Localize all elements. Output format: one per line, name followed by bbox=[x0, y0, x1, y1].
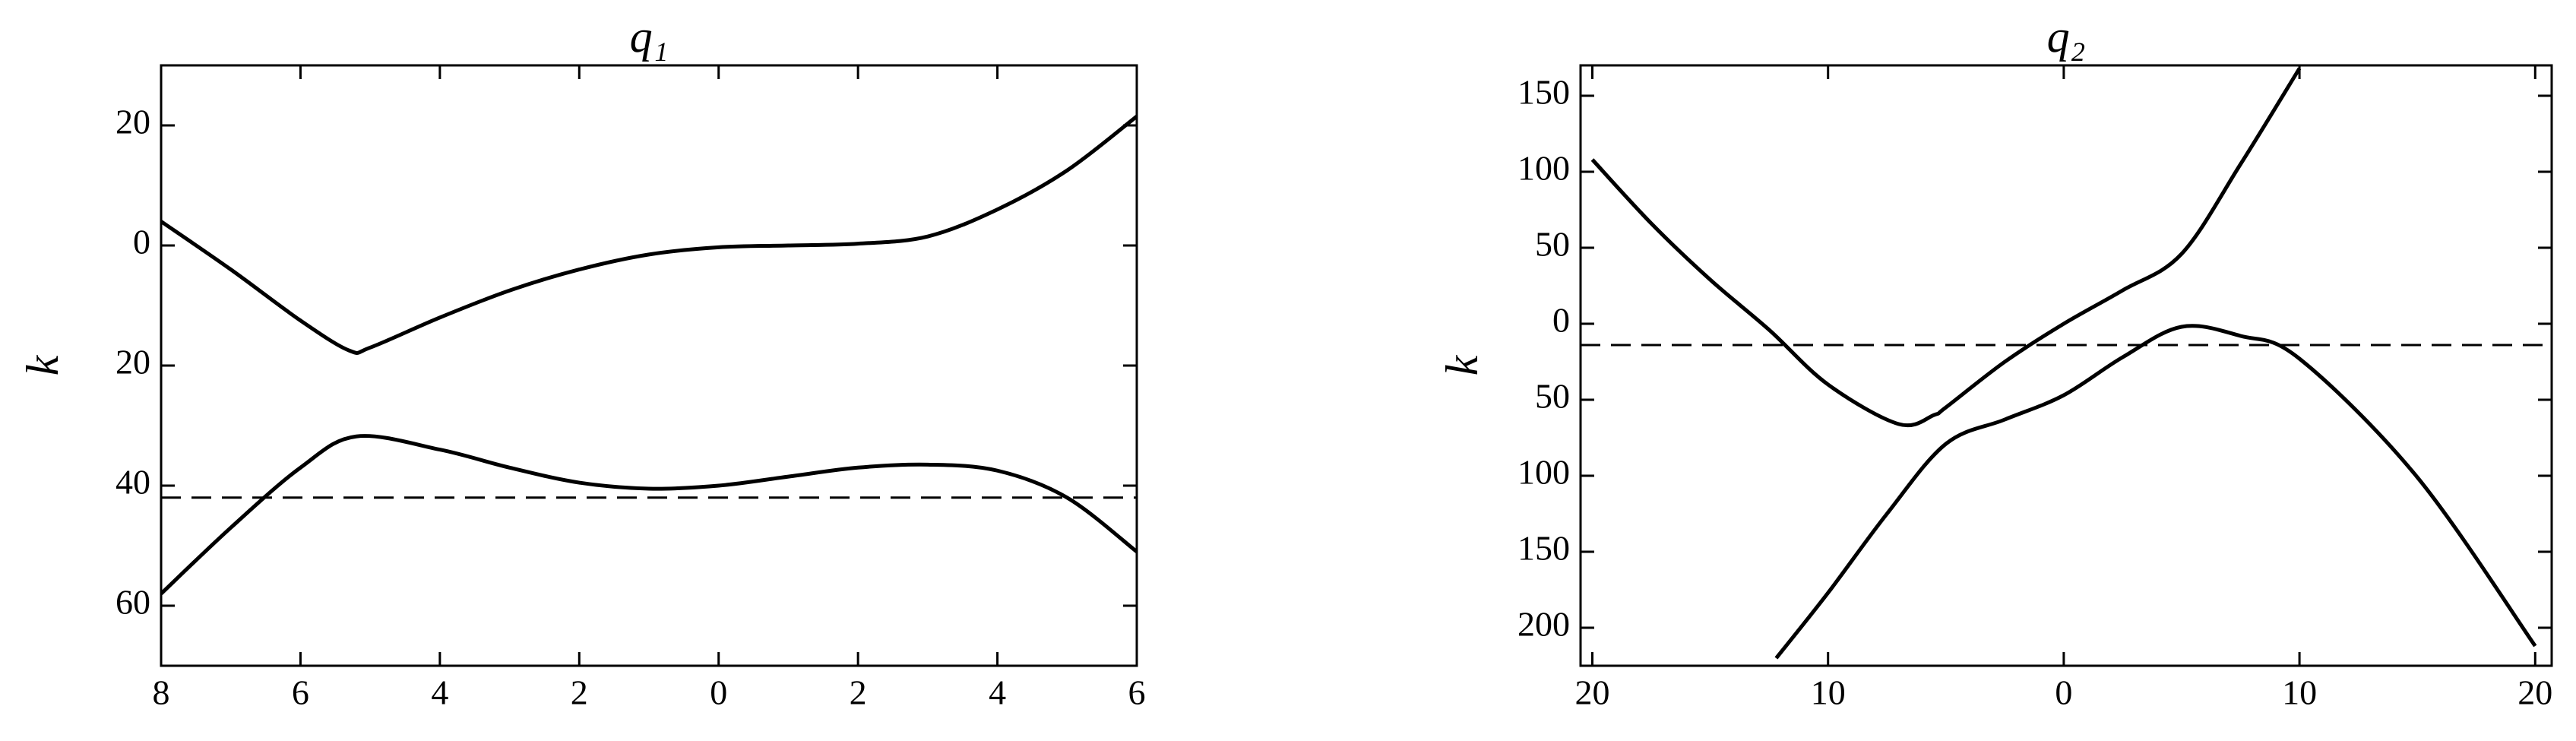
y-tick-label: 60 bbox=[116, 583, 150, 622]
x-tick-label: 2 bbox=[571, 673, 588, 712]
x-tick-label: 8 bbox=[153, 673, 170, 712]
y-axis-label: k bbox=[17, 354, 68, 375]
x-tick-label: 6 bbox=[292, 673, 309, 712]
x-tick-label: 20 bbox=[2517, 673, 2552, 712]
x-tick-label: 0 bbox=[710, 673, 727, 712]
x-tick-label: 20 bbox=[1575, 673, 1610, 712]
curve bbox=[161, 115, 1137, 355]
plot-frame bbox=[160, 64, 1138, 667]
x-tick-label: 10 bbox=[1811, 673, 1846, 712]
x-tick-label: 4 bbox=[989, 673, 1006, 712]
curve bbox=[1590, 67, 2302, 428]
curve bbox=[161, 434, 1137, 596]
x-tick-label: 2 bbox=[850, 673, 867, 712]
x-tick-label: 6 bbox=[1128, 673, 1146, 712]
y-tick-label: 100 bbox=[1517, 149, 1570, 188]
y-tick-label: 20 bbox=[116, 343, 150, 382]
y-tick-label: 50 bbox=[1535, 225, 1570, 264]
y-tick-label: 0 bbox=[1552, 301, 1570, 340]
y-tick-label: 40 bbox=[116, 463, 150, 502]
chart-title: q₂ bbox=[2047, 11, 2086, 62]
x-tick-label: 10 bbox=[2282, 673, 2317, 712]
y-tick-label: 20 bbox=[116, 103, 150, 141]
y-tick-label: 150 bbox=[1517, 73, 1570, 112]
x-tick-label: 4 bbox=[431, 673, 448, 712]
curve bbox=[1774, 324, 2537, 660]
y-tick-label: 50 bbox=[1535, 377, 1570, 416]
y-tick-label: 150 bbox=[1517, 529, 1570, 568]
y-tick-label: 0 bbox=[133, 223, 150, 261]
y-axis-label: k bbox=[1437, 354, 1487, 375]
plot-frame bbox=[1579, 64, 2553, 667]
x-tick-label: 0 bbox=[2055, 673, 2072, 712]
y-tick-label: 200 bbox=[1517, 605, 1570, 644]
chart-title: q₁ bbox=[630, 11, 669, 62]
y-tick-label: 100 bbox=[1517, 453, 1570, 492]
